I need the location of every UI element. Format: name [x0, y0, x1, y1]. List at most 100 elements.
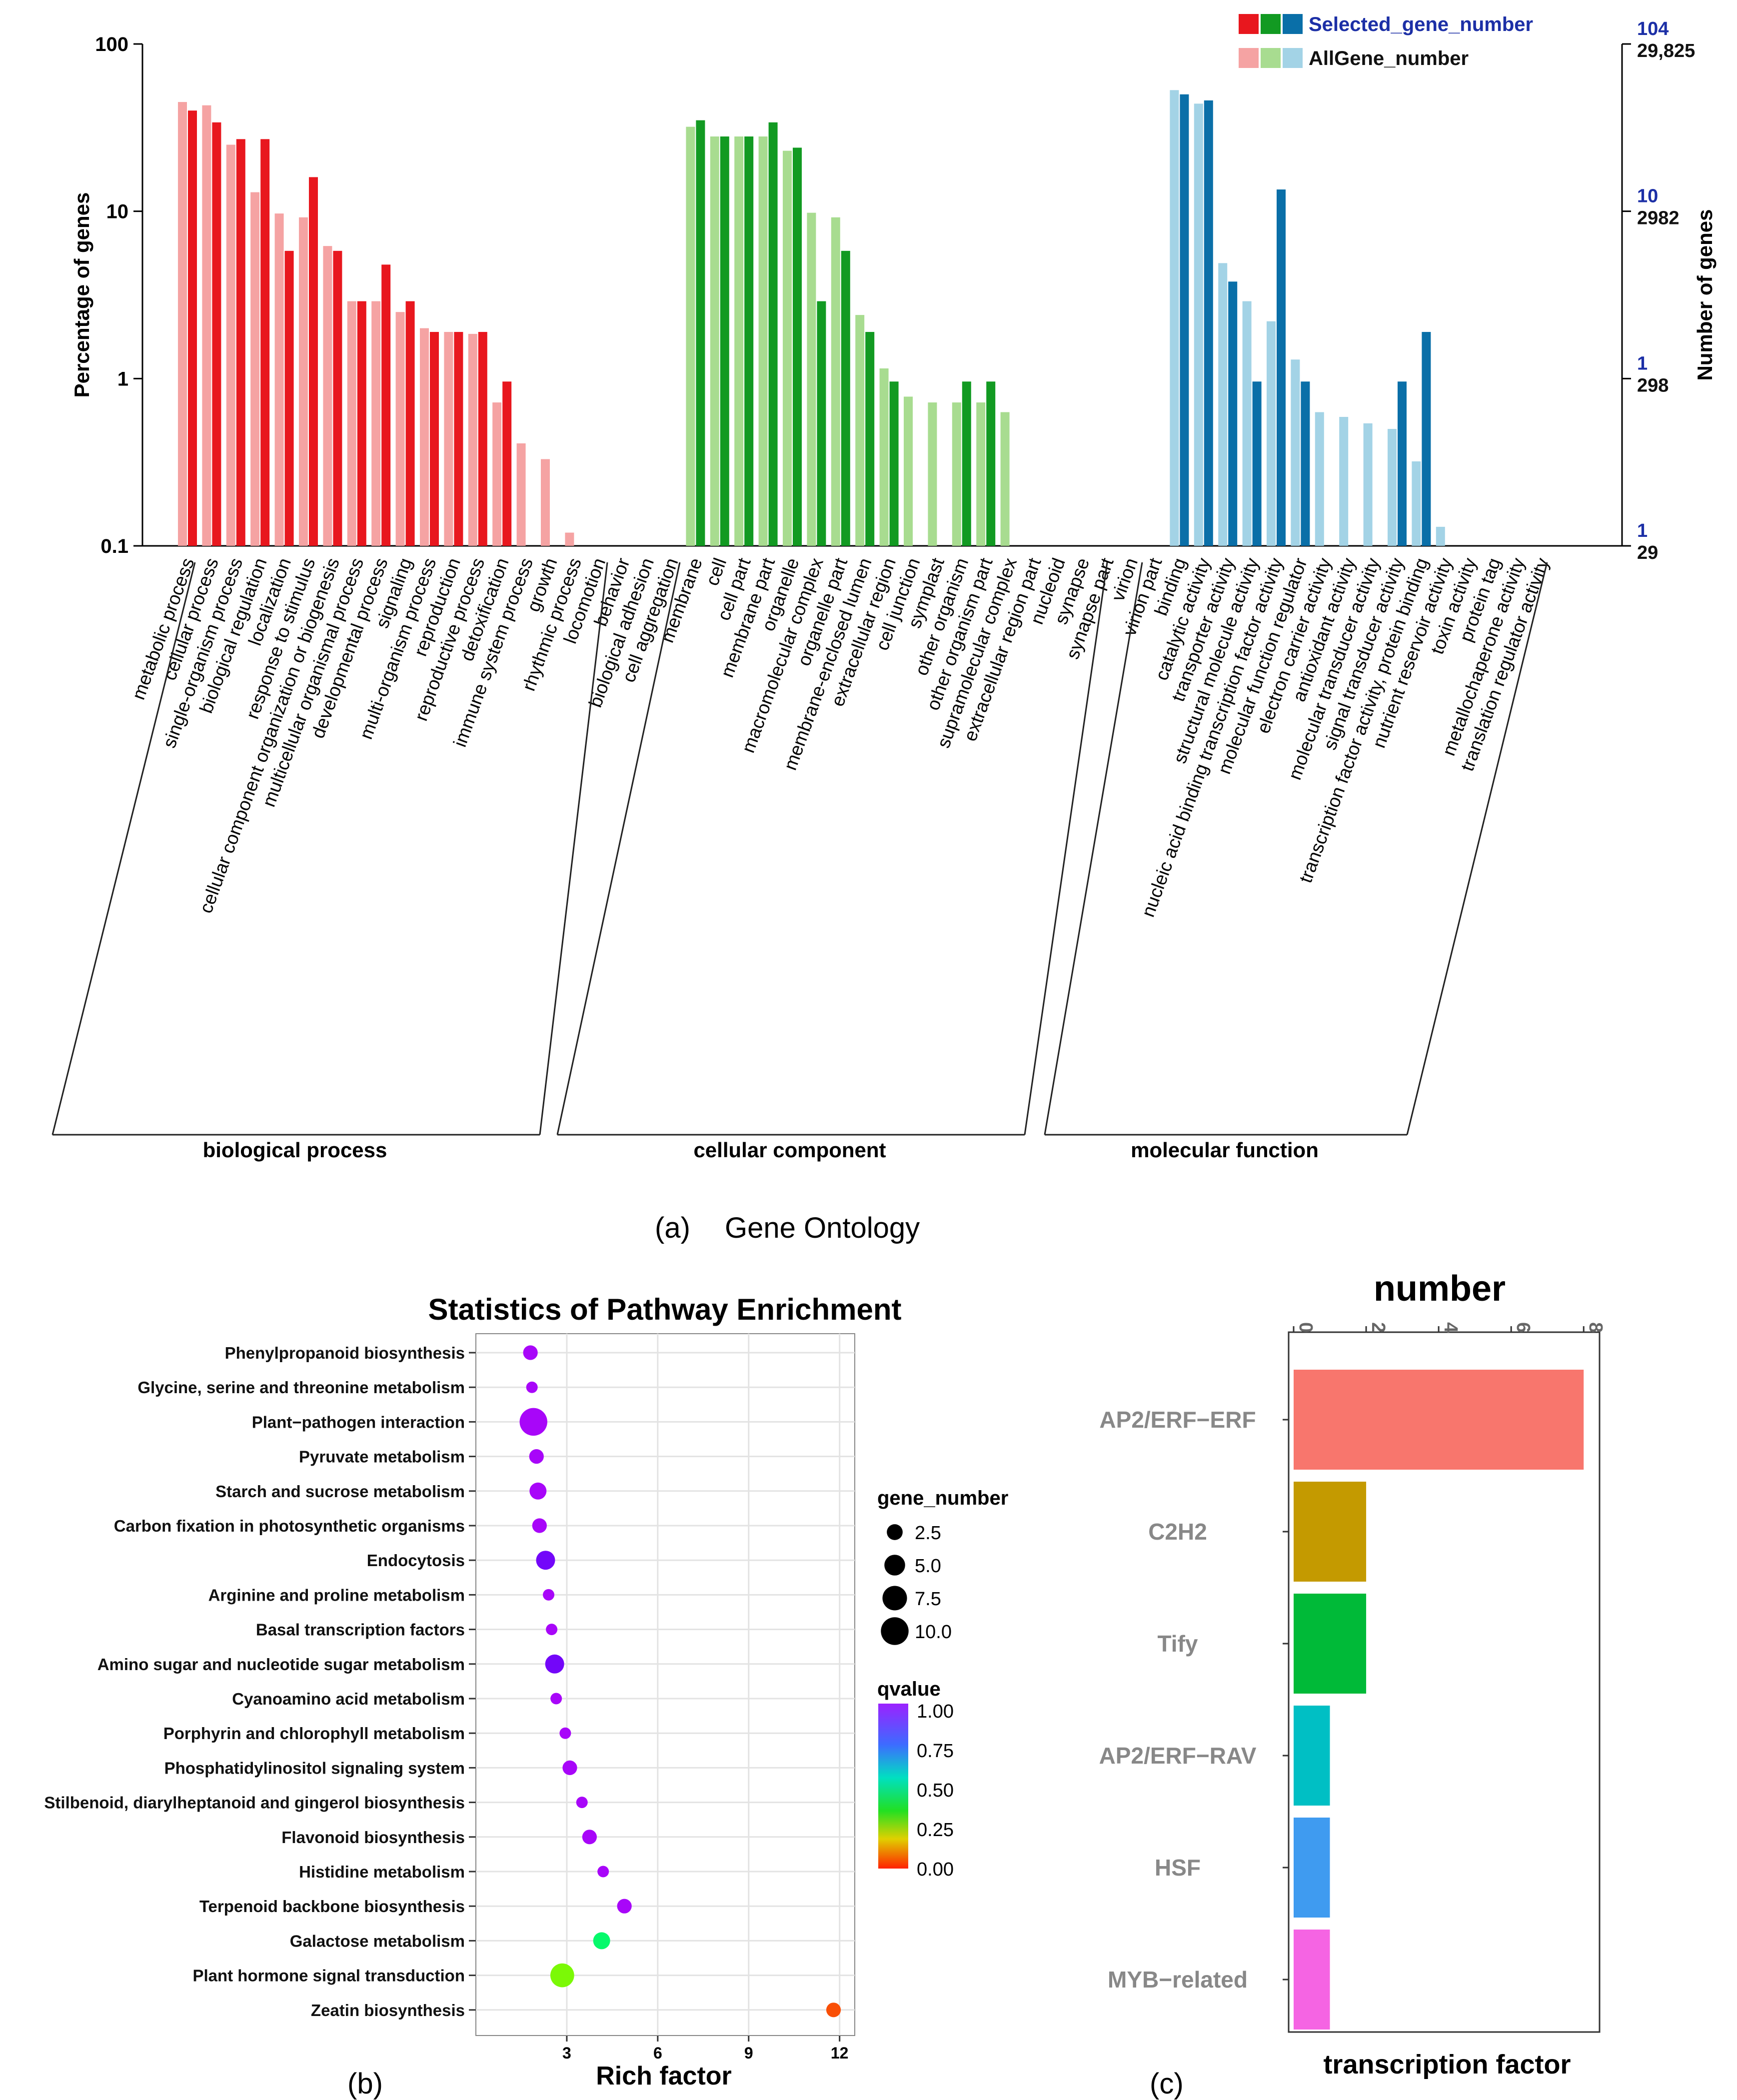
y-tick-label-right-selected: 104	[1637, 18, 1669, 39]
enrichment-point	[562, 1760, 577, 1776]
bar-all-genes	[347, 301, 356, 546]
bar-selected-genes	[1422, 332, 1431, 546]
bar-all-genes	[1218, 263, 1228, 546]
bar-selected-genes	[962, 381, 971, 546]
bar-selected-genes	[1398, 381, 1407, 546]
y-axis-label-left: Percentage of genes	[70, 192, 93, 398]
x-axis-label: transcription factor	[1323, 2050, 1571, 2080]
legend-swatch-all	[1261, 48, 1281, 68]
tf-bar	[1294, 1370, 1584, 1470]
tf-bar	[1294, 1930, 1330, 2030]
y-tick-label-right-selected: 10	[1637, 186, 1658, 207]
pathway-label: Starch and sucrose metabolism	[215, 1482, 465, 1501]
bar-all-genes	[1291, 359, 1300, 546]
pathway-label: Cyanoamino acid metabolism	[232, 1690, 465, 1708]
bar-selected-genes	[430, 332, 439, 546]
chart-title: Statistics of Pathway Enrichment	[428, 1293, 902, 1326]
size-legend-label: 5.0	[915, 1556, 941, 1577]
bar-all-genes	[686, 126, 695, 546]
bar-all-genes	[565, 532, 574, 546]
bar-all-genes	[758, 136, 768, 546]
bar-all-genes	[952, 402, 961, 546]
bar-all-genes	[831, 217, 840, 546]
y-tick-label-left: 100	[95, 33, 128, 55]
enrichment-point	[543, 1589, 555, 1601]
pathway-label: Flavonoid biosynthesis	[281, 1828, 465, 1847]
bar-selected-genes	[333, 250, 342, 546]
bar-all-genes	[855, 315, 865, 546]
bar-selected-genes	[1301, 381, 1310, 546]
pathway-label: Endocytosis	[367, 1551, 465, 1570]
pathway-label: Amino sugar and nucleotide sugar metabol…	[97, 1655, 465, 1674]
bar-all-genes	[1170, 90, 1179, 546]
y-tick-label-left: 10	[106, 201, 129, 223]
x-axis-label: Rich factor	[596, 2062, 732, 2091]
bar-selected-genes	[744, 136, 754, 546]
color-legend-label: 1.00	[917, 1701, 954, 1722]
bar-all-genes	[879, 368, 889, 546]
bar-all-genes	[710, 136, 719, 546]
y-tick-label-left: 0.1	[100, 535, 128, 557]
pathway-label: Arginine and proline metabolism	[208, 1586, 465, 1604]
bar-selected-genes	[1180, 94, 1189, 546]
bar-all-genes	[976, 402, 986, 546]
enrichment-point	[582, 1830, 597, 1845]
bar-selected-genes	[1277, 189, 1286, 546]
pathway-label: Pyruvate metabolism	[299, 1448, 465, 1466]
size-legend-dot	[887, 1524, 903, 1540]
enrichment-point	[529, 1449, 544, 1464]
y-tick-label-left: 1	[117, 368, 128, 390]
y-tick-label-right-all: 29,825	[1637, 40, 1695, 61]
bar-all-genes	[492, 402, 502, 546]
enrichment-point	[576, 1797, 588, 1809]
x-tick-label: 4	[1440, 1322, 1461, 1333]
bar-selected-genes	[284, 250, 294, 546]
bar-selected-genes	[841, 250, 850, 546]
y-tick-label-right-selected: 1	[1637, 520, 1648, 541]
bar-selected-genes	[478, 332, 487, 546]
y-tick-label-right-all: 29	[1637, 542, 1658, 563]
bar-all-genes	[516, 443, 526, 546]
x-tick-label: 8	[1585, 1322, 1606, 1333]
pathway-label: Porphyrin and chlorophyll metabolism	[163, 1724, 465, 1743]
color-legend-label: 0.75	[917, 1741, 954, 1762]
bar-all-genes	[541, 459, 550, 546]
bar-all-genes	[323, 246, 332, 546]
bar-selected-genes	[381, 264, 391, 546]
legend-label-selected: Selected_gene_number	[1309, 13, 1533, 35]
legend-label-all: AllGene_number	[1309, 47, 1469, 69]
enrichment-point	[529, 1482, 547, 1500]
size-legend-dot	[881, 1617, 909, 1645]
transcription-factor-chart: number 0 2 4 6 8 AP2/ERF−ERF C2H2 Tify AP2/ERF−RA…	[1099, 1269, 1607, 2080]
bar-all-genes	[420, 328, 429, 546]
enrichment-point	[550, 1963, 574, 1988]
bar-selected-genes	[188, 110, 197, 546]
bar-all-genes	[1436, 526, 1445, 546]
enrichment-point	[559, 1727, 571, 1739]
bar-selected-genes	[357, 301, 366, 546]
tf-bar	[1294, 1818, 1330, 1918]
pathway-label: Basal transcription factors	[256, 1621, 465, 1639]
bar-selected-genes	[720, 136, 729, 546]
group-bracket-left	[51, 562, 196, 1135]
color-legend-bar	[878, 1704, 908, 1869]
x-tick-label: 3	[562, 2044, 571, 2062]
size-legend-title: gene_number	[877, 1487, 1008, 1509]
y-tick-label-right-all: 298	[1637, 375, 1669, 396]
color-legend-title: qvalue	[877, 1678, 941, 1700]
legend-swatch-selected	[1283, 14, 1303, 34]
enrichment-point	[545, 1654, 564, 1674]
bar-all-genes	[468, 333, 477, 546]
color-legend-label: 0.50	[917, 1780, 954, 1801]
group-bracket-left	[556, 562, 681, 1135]
tf-category-label: AP2/ERF−ERF	[1099, 1407, 1256, 1433]
enrichment-point	[826, 2003, 841, 2018]
bar-all-genes	[250, 192, 260, 546]
color-legend-label: 0.00	[917, 1859, 954, 1880]
enrichment-point	[617, 1899, 632, 1914]
pathway-label: Galactose metabolism	[290, 1932, 465, 1950]
bar-all-genes	[1388, 429, 1397, 546]
x-tick-label: 6	[653, 2044, 662, 2062]
bar-selected-genes	[454, 332, 463, 546]
tf-bar	[1294, 1482, 1367, 1582]
